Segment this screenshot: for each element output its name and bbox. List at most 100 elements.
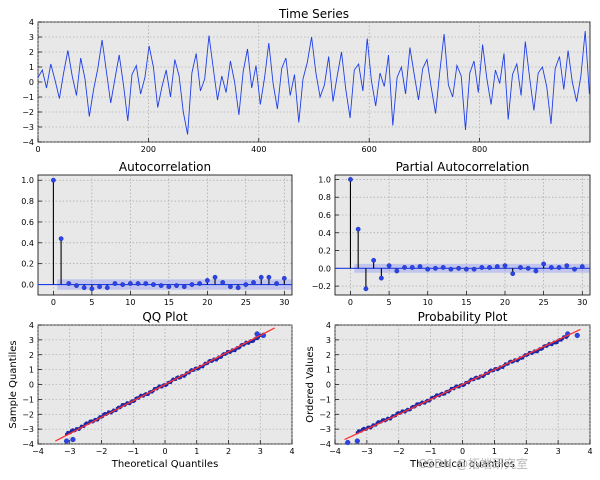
stem-marker (440, 265, 446, 270)
y-axis-label: Sample Quantiles (8, 340, 19, 428)
stem-marker (251, 280, 256, 285)
y-tick-label: 0.2 (21, 260, 34, 269)
stem-marker (394, 268, 400, 274)
stem-marker (120, 282, 126, 287)
x-tick-label: 4 (587, 447, 592, 456)
stem-marker (548, 265, 554, 270)
stem-marker (402, 265, 407, 270)
y-tick-label: 0.2 (318, 247, 331, 256)
outlier-point (70, 436, 76, 443)
stem-marker (204, 277, 210, 283)
x-tick-label: 3 (556, 447, 561, 456)
stem-marker (158, 283, 164, 289)
x-tick-label: 25 (539, 298, 549, 307)
y-tick-label: 0 (29, 381, 34, 390)
stem-marker (572, 266, 577, 272)
outlier-point (574, 332, 580, 339)
y-tick-label: 0.8 (21, 197, 34, 206)
panel-2: 0 5 10 15 20 25 30 −0.2 0.0 0.2 0.4 0.6 0.8 1.0 Partia… (312, 160, 591, 307)
stem-marker (541, 261, 547, 267)
stem-marker (127, 281, 133, 286)
stem-marker (386, 263, 392, 269)
y-tick-label: −1 (319, 395, 331, 404)
y-tick-label: −3 (22, 123, 34, 132)
y-tick-label: 4 (326, 321, 331, 330)
x-tick-label: 20 (202, 298, 212, 307)
series-line (37, 30, 590, 135)
stem-marker (579, 264, 585, 269)
stem-marker (104, 285, 110, 291)
stem-marker (564, 263, 570, 269)
stem-marker (50, 177, 56, 183)
stem-marker (258, 274, 264, 280)
panel-4: −4 −3 −2 −1 0 1 2 3 4 −4 −3 −2 −1 0 1 2 3 4 Probability Pl… (305, 310, 593, 470)
stem-marker (448, 266, 454, 272)
y-tick-label: 2 (29, 351, 34, 360)
y-tick-label: −1 (22, 395, 34, 404)
stem-marker (81, 285, 87, 291)
stem-marker (463, 266, 469, 272)
x-tick-label: 25 (241, 298, 251, 307)
y-tick-label: 2 (326, 351, 331, 360)
x-tick-label: −3 (361, 447, 373, 456)
stem-marker (518, 265, 523, 270)
y-tick-label: −4 (319, 440, 331, 449)
y-tick-label: 0 (326, 381, 331, 390)
stem-marker (243, 282, 249, 287)
stem-marker (74, 283, 79, 289)
x-tick-label: 0 (460, 447, 465, 456)
panel-1: 0 5 10 15 20 25 30 0.0 0.2 0.4 0.6 0.8 1.0 Autocorrel… (21, 160, 293, 307)
x-tick-label: 20 (500, 298, 510, 307)
chart-title: Autocorrelation (119, 160, 211, 174)
stem-marker (556, 265, 562, 270)
x-tick-label: 0 (162, 447, 167, 456)
x-tick-label: 30 (279, 298, 289, 307)
x-tick-label: −3 (64, 447, 76, 456)
reference-line (344, 328, 581, 441)
chart-title: Probability Plot (418, 310, 508, 324)
y-tick-label: 0.6 (21, 218, 34, 227)
stem-marker (494, 264, 500, 269)
stem-marker (266, 274, 272, 280)
y-tick-label: 3 (29, 336, 34, 345)
x-tick-label: 10 (125, 298, 135, 307)
x-tick-label: 0 (51, 298, 56, 307)
y-tick-label: 1 (326, 366, 331, 375)
stem-marker (525, 265, 531, 271)
stem-marker (58, 236, 64, 242)
y-tick-label: 1.0 (318, 175, 331, 184)
x-tick-label: 2 (226, 447, 231, 456)
stem-marker (151, 282, 156, 287)
watermark: CSDN @拓端研究室 (418, 457, 529, 471)
y-tick-label: 0.4 (21, 239, 34, 248)
y-tick-label: −3 (22, 425, 34, 434)
stem-marker (228, 284, 233, 290)
stem-marker (197, 281, 203, 286)
y-tick-label: 4 (29, 321, 34, 330)
x-tick-label: 600 (362, 145, 377, 154)
y-tick-label: 0 (29, 78, 34, 87)
x-tick-label: 0 (35, 145, 40, 154)
stem-marker (189, 282, 195, 287)
stem-marker (274, 281, 280, 286)
x-tick-label: −2 (393, 447, 405, 456)
plot-area (37, 174, 293, 296)
y-tick-label: −2 (22, 410, 34, 419)
stem-marker (433, 265, 438, 271)
outlier-point (345, 439, 351, 446)
panel-0: 0 200 400 600 800 −4 −3 −2 −1 0 1 2 3 4 Time Series (22, 7, 591, 154)
y-tick-label: 0.0 (21, 281, 34, 290)
x-tick-label: −4 (329, 447, 341, 456)
y-tick-label: 0.6 (318, 211, 331, 220)
stem-marker (425, 266, 431, 272)
stem-marker (66, 281, 72, 286)
stem-marker (143, 281, 149, 286)
stem-marker (510, 271, 516, 277)
outlier-point (354, 438, 360, 444)
chart-title: Time Series (278, 7, 349, 21)
stem-marker (174, 283, 179, 289)
x-tick-label: −1 (425, 447, 437, 456)
x-axis-label: Theoretical quantiles (409, 459, 515, 470)
stem-marker (97, 284, 102, 290)
